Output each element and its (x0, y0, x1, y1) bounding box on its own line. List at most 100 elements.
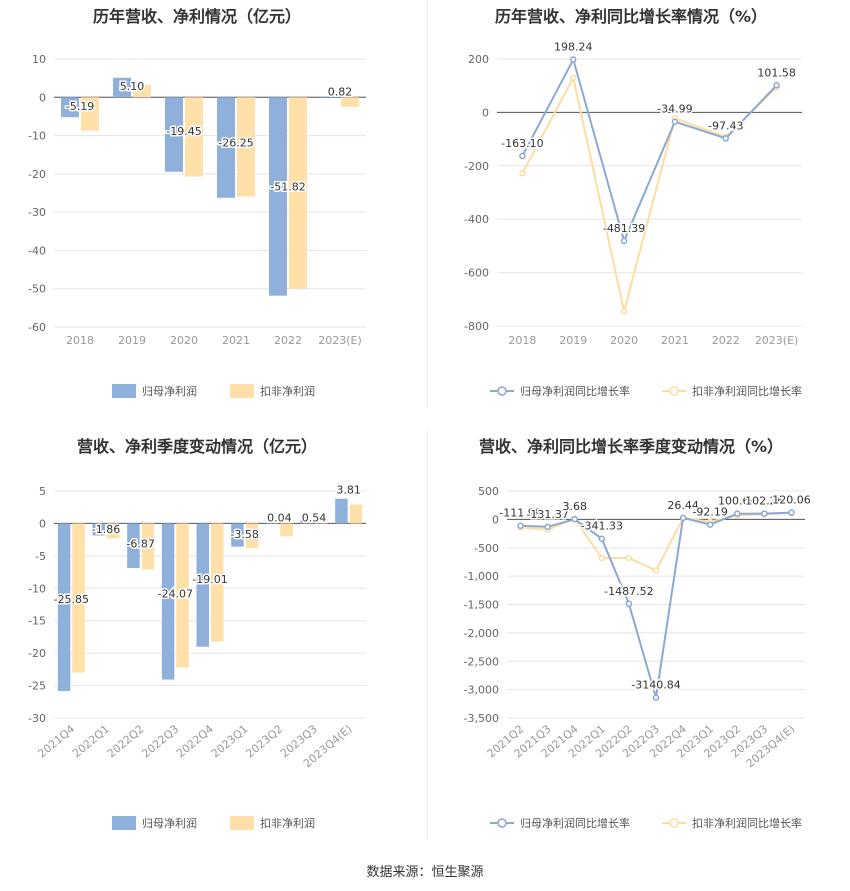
x-tick-label: 2021 (661, 334, 689, 347)
bar-series1 (231, 523, 244, 547)
data-label: -481.39 (603, 222, 645, 235)
data-label: -92.19 (692, 506, 727, 519)
point-series2 (620, 308, 628, 315)
y-tick-label: -10 (28, 130, 46, 143)
x-tick-label: 2022 (712, 334, 740, 347)
point-series1 (517, 522, 524, 529)
y-tick-label: -1,500 (464, 599, 499, 612)
legend-label: 归母净利润 (142, 384, 197, 398)
y-tick-label: 10 (32, 53, 46, 66)
y-tick-label: 500 (478, 485, 499, 498)
legend: 归母净利润同比增长率 扣非净利润同比增长率 (490, 816, 802, 830)
y-tick-label: -15 (28, 615, 46, 628)
legend-label: 归母净利润 (142, 816, 197, 830)
x-tick-label: 2018 (66, 334, 94, 347)
x-tick-label: 2022Q1 (70, 722, 112, 760)
x-tick-label: 2022Q4 (174, 722, 216, 760)
bar-series2 (185, 97, 203, 177)
x-tick-label: 2019 (559, 334, 587, 347)
chart-title: 历年营收、净利同比增长率情况（%） (495, 7, 767, 26)
y-tick-label: -10 (28, 582, 46, 595)
legend-marker (497, 386, 507, 396)
data-label: -131.37 (526, 508, 568, 521)
chart-4: 营收、净利同比增长率季度变动情况（%） 500 0 -500 -1,000 -1,500 -… (464, 437, 813, 830)
point-series1 (625, 600, 633, 608)
x-tick-label: 2020 (170, 334, 198, 347)
y-tick-label: 5 (39, 485, 46, 498)
y-tick-label: -50 (28, 283, 46, 296)
line-series1 (520, 511, 792, 698)
vertical-divider-bottom (427, 430, 428, 840)
y-tick-label: -2,000 (464, 627, 499, 640)
y-tick-label: -400 (464, 213, 489, 226)
point-series2 (570, 74, 577, 81)
bar-series1 (265, 523, 279, 524)
x-tick-label: 2023(E) (318, 334, 362, 347)
bar-series1 (161, 523, 175, 680)
legend-label: 扣非净利润 (260, 816, 315, 830)
point-series1 (671, 118, 679, 125)
data-label: -24.07 (158, 588, 193, 601)
x-tick-label: 2022Q2 (105, 722, 147, 760)
bar-series2 (315, 523, 328, 524)
legend: 归母净利润 扣非净利润 (112, 384, 315, 398)
bar-series2 (81, 97, 99, 131)
x-tick-label: 2022Q3 (139, 722, 181, 760)
legend-label: 扣非净利润 (260, 384, 315, 398)
bar-series2 (133, 85, 151, 98)
x-tick-label: 2020 (610, 334, 638, 347)
bar-series1 (269, 97, 287, 296)
bar-series1 (57, 523, 71, 692)
chart-title: 历年营收、净利情况（亿元） (93, 7, 301, 26)
y-tick-label: 200 (468, 53, 489, 66)
data-label: -19.45 (166, 125, 201, 138)
point-series1 (652, 694, 660, 701)
bar-series1 (165, 97, 183, 172)
bar-series1 (335, 498, 348, 524)
point-series2 (519, 170, 526, 177)
y-tick-label: 0 (492, 513, 499, 526)
chart-1: 历年营收、净利情况（亿元） 10 0 -10 -20 -30 -40 -50 -60 2018 20… (28, 7, 366, 398)
bar-series2 (176, 523, 189, 668)
line-series1 (521, 56, 778, 244)
data-label: 0.04 (267, 511, 292, 524)
chart-2: 历年营收、净利同比增长率情况（%） 200 0 -200 -400 -600 -800 201… (464, 7, 802, 398)
legend-marker (669, 818, 679, 828)
legend: 归母净利润 扣非净利润 (112, 816, 315, 830)
data-label: -34.99 (657, 103, 692, 116)
point-series1 (722, 135, 729, 142)
y-tick-label: -30 (28, 712, 46, 725)
point-series1 (734, 510, 741, 517)
data-label: -1487.52 (604, 585, 653, 598)
y-tick-label: -60 (28, 321, 46, 334)
bar-series1 (300, 519, 313, 524)
bar-series2 (341, 97, 359, 107)
y-tick-label: -800 (464, 320, 489, 333)
bar-series2 (289, 97, 307, 289)
data-label: 100.64 (718, 495, 757, 508)
legend-label: 归母净利润同比增长率 (520, 816, 630, 830)
chart-title: 营收、净利同比增长率季度变动情况（%） (479, 437, 783, 456)
data-label: -25.85 (54, 593, 89, 606)
point-series1 (679, 514, 687, 522)
bar-series1 (92, 523, 105, 536)
data-label: 26.44 (667, 499, 699, 512)
legend-label: 归母净利润同比增长率 (520, 384, 630, 398)
data-label: -6.87 (126, 537, 154, 550)
y-tick-label: -5 (35, 550, 46, 563)
bar-series1 (113, 77, 131, 98)
data-label: -163.10 (501, 137, 543, 150)
bar-series2 (245, 523, 259, 549)
y-tick-label: -20 (28, 647, 46, 660)
legend: 归母净利润同比增长率 扣非净利润同比增长率 (490, 384, 802, 398)
data-label: -3.58 (230, 528, 258, 541)
legend-label: 扣非净利润同比增长率 (692, 816, 802, 830)
bar-series2 (211, 523, 224, 642)
chart-title: 营收、净利季度变动情况（亿元） (77, 437, 317, 456)
x-tick-label: 2023Q1 (209, 722, 251, 760)
y-tick-label: 0 (39, 517, 46, 530)
data-label: -341.33 (581, 520, 623, 533)
data-label: -5.19 (66, 100, 94, 113)
data-label: 120.06 (772, 494, 811, 507)
